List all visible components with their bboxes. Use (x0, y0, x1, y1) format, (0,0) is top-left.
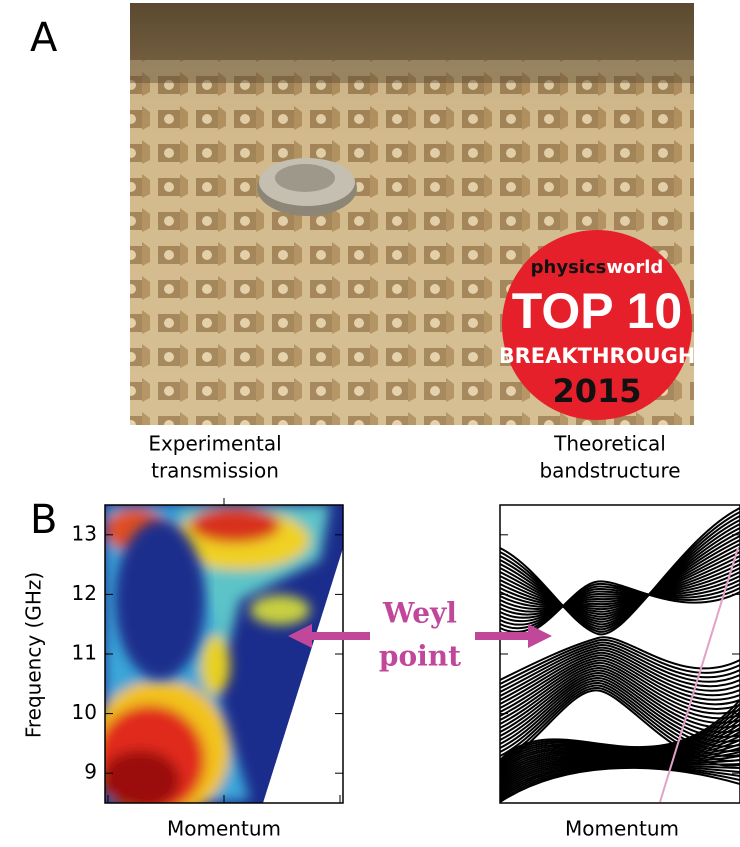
plot-title: Experimental (148, 432, 281, 456)
heatmap (90, 505, 343, 820)
y-tick-label: 12 (72, 581, 97, 605)
badge-year: 2015 (552, 372, 641, 410)
badge-brand: physicsworld (531, 257, 664, 278)
plot-title: transmission (151, 459, 279, 483)
y-tick-label: 13 (72, 521, 97, 545)
figure: A physicsworld TOP 10 BREAKTHROUGH 2015 … (0, 0, 740, 843)
bandstructure (500, 508, 740, 802)
x-label: Momentum (167, 817, 281, 841)
plot-title: bandstructure (539, 459, 680, 483)
badge-line2: BREAKTHROUGH (499, 344, 696, 368)
panel-label: A (30, 15, 58, 61)
y-tick-label: 10 (72, 700, 97, 724)
y-tick-label: 11 (72, 641, 97, 665)
y-label: Frequency (GHz) (22, 572, 46, 738)
badge-line1: TOP 10 (512, 283, 682, 339)
annotation: point (379, 640, 461, 673)
x-label: Momentum (565, 817, 679, 841)
y-tick-label: 9 (84, 760, 97, 784)
plot-title: Theoretical (553, 432, 666, 456)
annotation: Weyl (382, 597, 457, 630)
panel-label: B (30, 497, 57, 543)
